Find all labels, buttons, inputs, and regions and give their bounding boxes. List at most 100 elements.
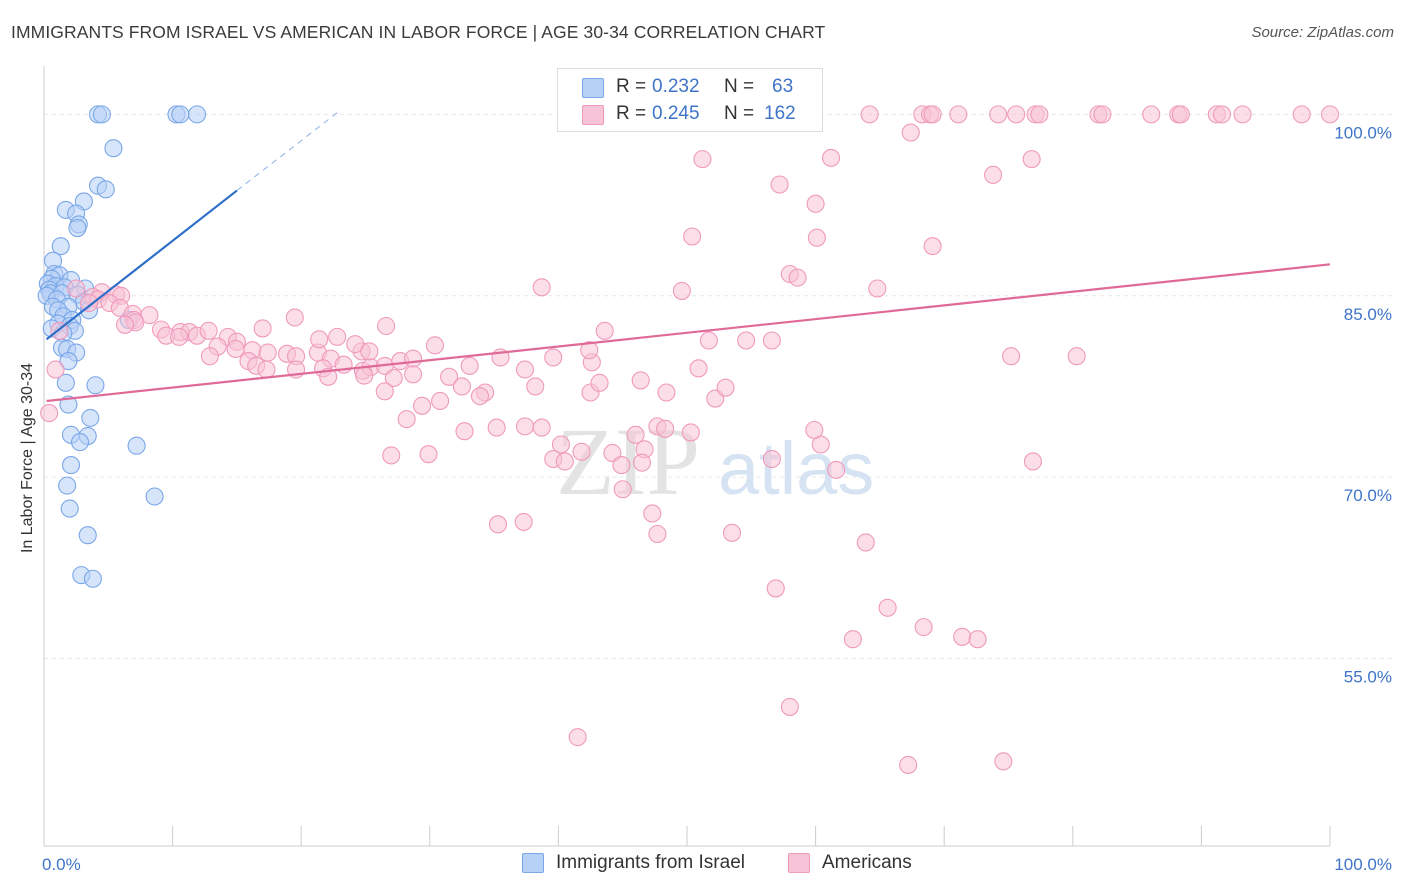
point-americans — [526, 377, 545, 396]
point-americans — [1212, 105, 1232, 124]
watermark-atlas: atlas — [718, 427, 874, 510]
point-americans — [1142, 105, 1161, 124]
point-americans — [807, 228, 826, 247]
point-israel — [81, 408, 100, 427]
point-americans — [285, 308, 304, 327]
point-israel — [92, 105, 111, 124]
point-americans — [310, 330, 329, 349]
point-israel — [60, 499, 79, 518]
point-americans — [632, 453, 652, 472]
point-americans — [1002, 347, 1021, 366]
x-tick-labels: 0.0% 100.0% — [42, 855, 1392, 874]
point-americans — [762, 449, 781, 469]
point-israel — [59, 395, 78, 414]
point-israel — [51, 237, 70, 256]
point-americans — [722, 523, 742, 542]
point-americans — [397, 410, 416, 429]
point-americans — [770, 175, 789, 194]
point-americans — [878, 598, 897, 617]
point-americans — [1233, 105, 1252, 124]
point-americans — [806, 194, 825, 213]
legend-swatch-americans — [582, 105, 604, 125]
point-americans — [1320, 105, 1340, 124]
point-americans — [656, 419, 675, 438]
point-israel — [145, 487, 164, 506]
point-americans — [923, 105, 942, 124]
axes — [43, 66, 1331, 847]
point-americans — [488, 515, 508, 534]
bottom-legend-label-israel: Immigrants from Israel — [556, 852, 745, 873]
point-americans — [612, 456, 631, 475]
point-americans — [716, 378, 735, 397]
y-tick-label: 55.0% — [1344, 668, 1392, 687]
bottom-legend-swatch-israel — [522, 853, 544, 873]
point-americans — [355, 366, 374, 385]
point-americans — [1067, 347, 1086, 366]
point-americans — [1023, 452, 1042, 471]
point-americans — [568, 728, 587, 747]
point-americans — [346, 335, 365, 354]
point-americans — [328, 327, 347, 346]
trend-line-israel — [45, 189, 238, 341]
point-americans — [40, 404, 59, 423]
point-americans — [440, 367, 459, 386]
point-americans — [1093, 105, 1112, 124]
point-americans — [382, 446, 401, 465]
point-americans — [949, 105, 968, 124]
point-americans — [532, 278, 551, 297]
correlation-legend: R = 0.232 N = 63 R = 0.245 N = 162 — [557, 68, 823, 132]
point-israel — [59, 352, 78, 371]
series-americans — [40, 105, 1340, 775]
point-americans — [780, 697, 799, 716]
point-americans — [860, 105, 879, 124]
point-americans — [827, 460, 846, 479]
point-americans — [672, 281, 691, 300]
point-israel — [68, 218, 87, 238]
point-americans — [590, 373, 609, 392]
point-americans — [544, 348, 563, 367]
point-americans — [79, 293, 99, 313]
point-americans — [648, 524, 667, 544]
point-americans — [994, 752, 1013, 771]
y-tick-labels: 100.0% 85.0% 70.0% 55.0% — [1334, 123, 1392, 686]
point-americans — [257, 360, 276, 379]
point-americans — [515, 360, 535, 379]
point-americans — [515, 417, 535, 436]
legend-n-value: 162 — [764, 103, 796, 124]
legend-r-value: 0.245 — [652, 103, 700, 124]
point-americans — [805, 420, 824, 440]
point-americans — [693, 150, 712, 169]
point-americans — [689, 359, 708, 378]
legend-n-label: N = — [724, 103, 755, 124]
point-americans — [843, 630, 862, 649]
point-americans — [404, 349, 423, 368]
point-israel — [171, 105, 190, 124]
point-americans — [989, 105, 1008, 124]
point-americans — [419, 445, 438, 464]
point-israel — [127, 436, 146, 455]
point-americans — [455, 422, 474, 441]
point-americans — [901, 123, 920, 142]
point-americans — [115, 315, 135, 334]
point-americans — [613, 480, 632, 499]
point-americans — [200, 347, 219, 366]
point-americans — [631, 371, 650, 390]
point-americans — [1007, 105, 1026, 124]
point-americans — [683, 227, 702, 246]
point-americans — [821, 148, 841, 167]
trend-lines — [45, 110, 1331, 403]
point-americans — [199, 321, 218, 340]
point-americans — [470, 387, 490, 406]
point-americans — [595, 321, 614, 340]
point-americans — [1022, 150, 1041, 169]
point-americans — [1171, 105, 1190, 124]
point-americans — [1030, 105, 1049, 124]
y-tick-label: 70.0% — [1344, 486, 1392, 505]
point-americans — [626, 425, 645, 444]
point-americans — [856, 533, 875, 552]
point-americans — [923, 237, 942, 256]
point-americans — [657, 383, 676, 402]
point-americans — [868, 279, 887, 298]
legend-swatch-israel — [582, 78, 604, 98]
trend-line-americans — [46, 263, 1331, 403]
